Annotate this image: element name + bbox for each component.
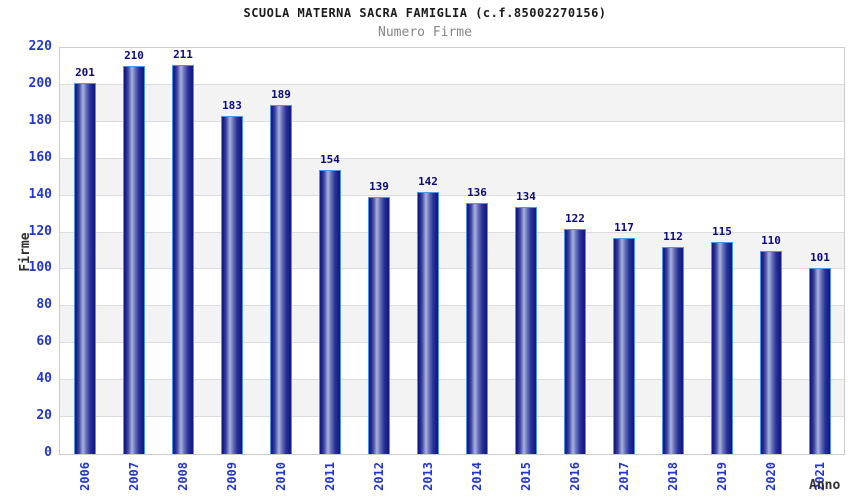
bar-2013: [417, 192, 439, 454]
bar-value-label: 142: [418, 175, 438, 188]
x-axis-title: Anno: [809, 478, 841, 493]
bar-value-label: 201: [75, 66, 95, 79]
x-tick-label: 2011: [323, 462, 337, 491]
gridline: [60, 379, 844, 380]
gridline: [60, 342, 844, 343]
bar-value-label: 211: [173, 48, 193, 61]
x-tick-label: 2017: [617, 462, 631, 491]
x-tick-label: 2020: [764, 462, 778, 491]
bar-2006: [74, 83, 96, 454]
bar-2017: [613, 238, 635, 454]
bar-2020: [760, 251, 782, 454]
gridline: [60, 195, 844, 196]
y-tick-label: 120: [28, 224, 52, 239]
x-tick-label: 2018: [666, 462, 680, 491]
bar-value-label: 112: [663, 230, 683, 243]
bar-value-label: 117: [614, 221, 634, 234]
gridline: [60, 84, 844, 85]
bar-2010: [270, 105, 292, 454]
x-tick-label: 2015: [519, 462, 533, 491]
gridline: [60, 305, 844, 306]
y-tick-label: 20: [36, 408, 52, 423]
x-tick-label: 2007: [127, 462, 141, 491]
bar-2008: [172, 65, 194, 454]
gridline: [60, 158, 844, 159]
y-tick-label: 40: [36, 371, 52, 386]
y-tick-label: 140: [28, 187, 52, 202]
bar-value-label: 139: [369, 180, 389, 193]
bar-2009: [221, 116, 243, 454]
y-tick-label: 200: [28, 76, 52, 91]
x-tick-label: 2008: [176, 462, 190, 491]
plot-area: 201 210 211 183 189 154 139 142 136 134 122 117 112 1…: [59, 47, 845, 455]
bar-2007: [123, 66, 145, 454]
chart-title: SCUOLA MATERNA SACRA FAMIGLIA (c.f.85002…: [243, 6, 607, 20]
bar-value-label: 115: [712, 225, 732, 238]
y-tick-label: 220: [28, 39, 52, 54]
bar-value-label: 110: [761, 234, 781, 247]
bar-2021: [809, 268, 831, 454]
gridline: [60, 232, 844, 233]
bar-value-label: 122: [565, 212, 585, 225]
bar-value-label: 154: [320, 153, 340, 166]
y-tick-label: 60: [36, 334, 52, 349]
gridline: [60, 416, 844, 417]
bar-value-label: 210: [124, 49, 144, 62]
x-tick-label: 2016: [568, 462, 582, 491]
x-tick-label: 2014: [470, 462, 484, 491]
y-tick-label: 160: [28, 150, 52, 165]
bar-2012: [368, 197, 390, 454]
x-tick-label: 2009: [225, 462, 239, 491]
bar-2019: [711, 242, 733, 454]
bar-value-label: 101: [810, 251, 830, 264]
bar-2015: [515, 207, 537, 454]
y-tick-label: 180: [28, 113, 52, 128]
bar-2014: [466, 203, 488, 454]
bar-value-label: 183: [222, 99, 242, 112]
x-tick-label: 2019: [715, 462, 729, 491]
x-tick-label: 2010: [274, 462, 288, 491]
bar-2011: [319, 170, 341, 454]
chart-subtitle: Numero Firme: [378, 25, 472, 40]
bar-value-label: 136: [467, 186, 487, 199]
x-tick-label: 2012: [372, 462, 386, 491]
bar-2016: [564, 229, 586, 454]
bar-2018: [662, 247, 684, 454]
x-tick-label: 2013: [421, 462, 435, 491]
y-tick-label: 100: [28, 260, 52, 275]
gridline: [60, 121, 844, 122]
gridline: [60, 268, 844, 269]
y-tick-label: 0: [44, 445, 52, 460]
bar-value-label: 134: [516, 190, 536, 203]
y-tick-label: 80: [36, 297, 52, 312]
bar-value-label: 189: [271, 88, 291, 101]
x-tick-label: 2006: [78, 462, 92, 491]
